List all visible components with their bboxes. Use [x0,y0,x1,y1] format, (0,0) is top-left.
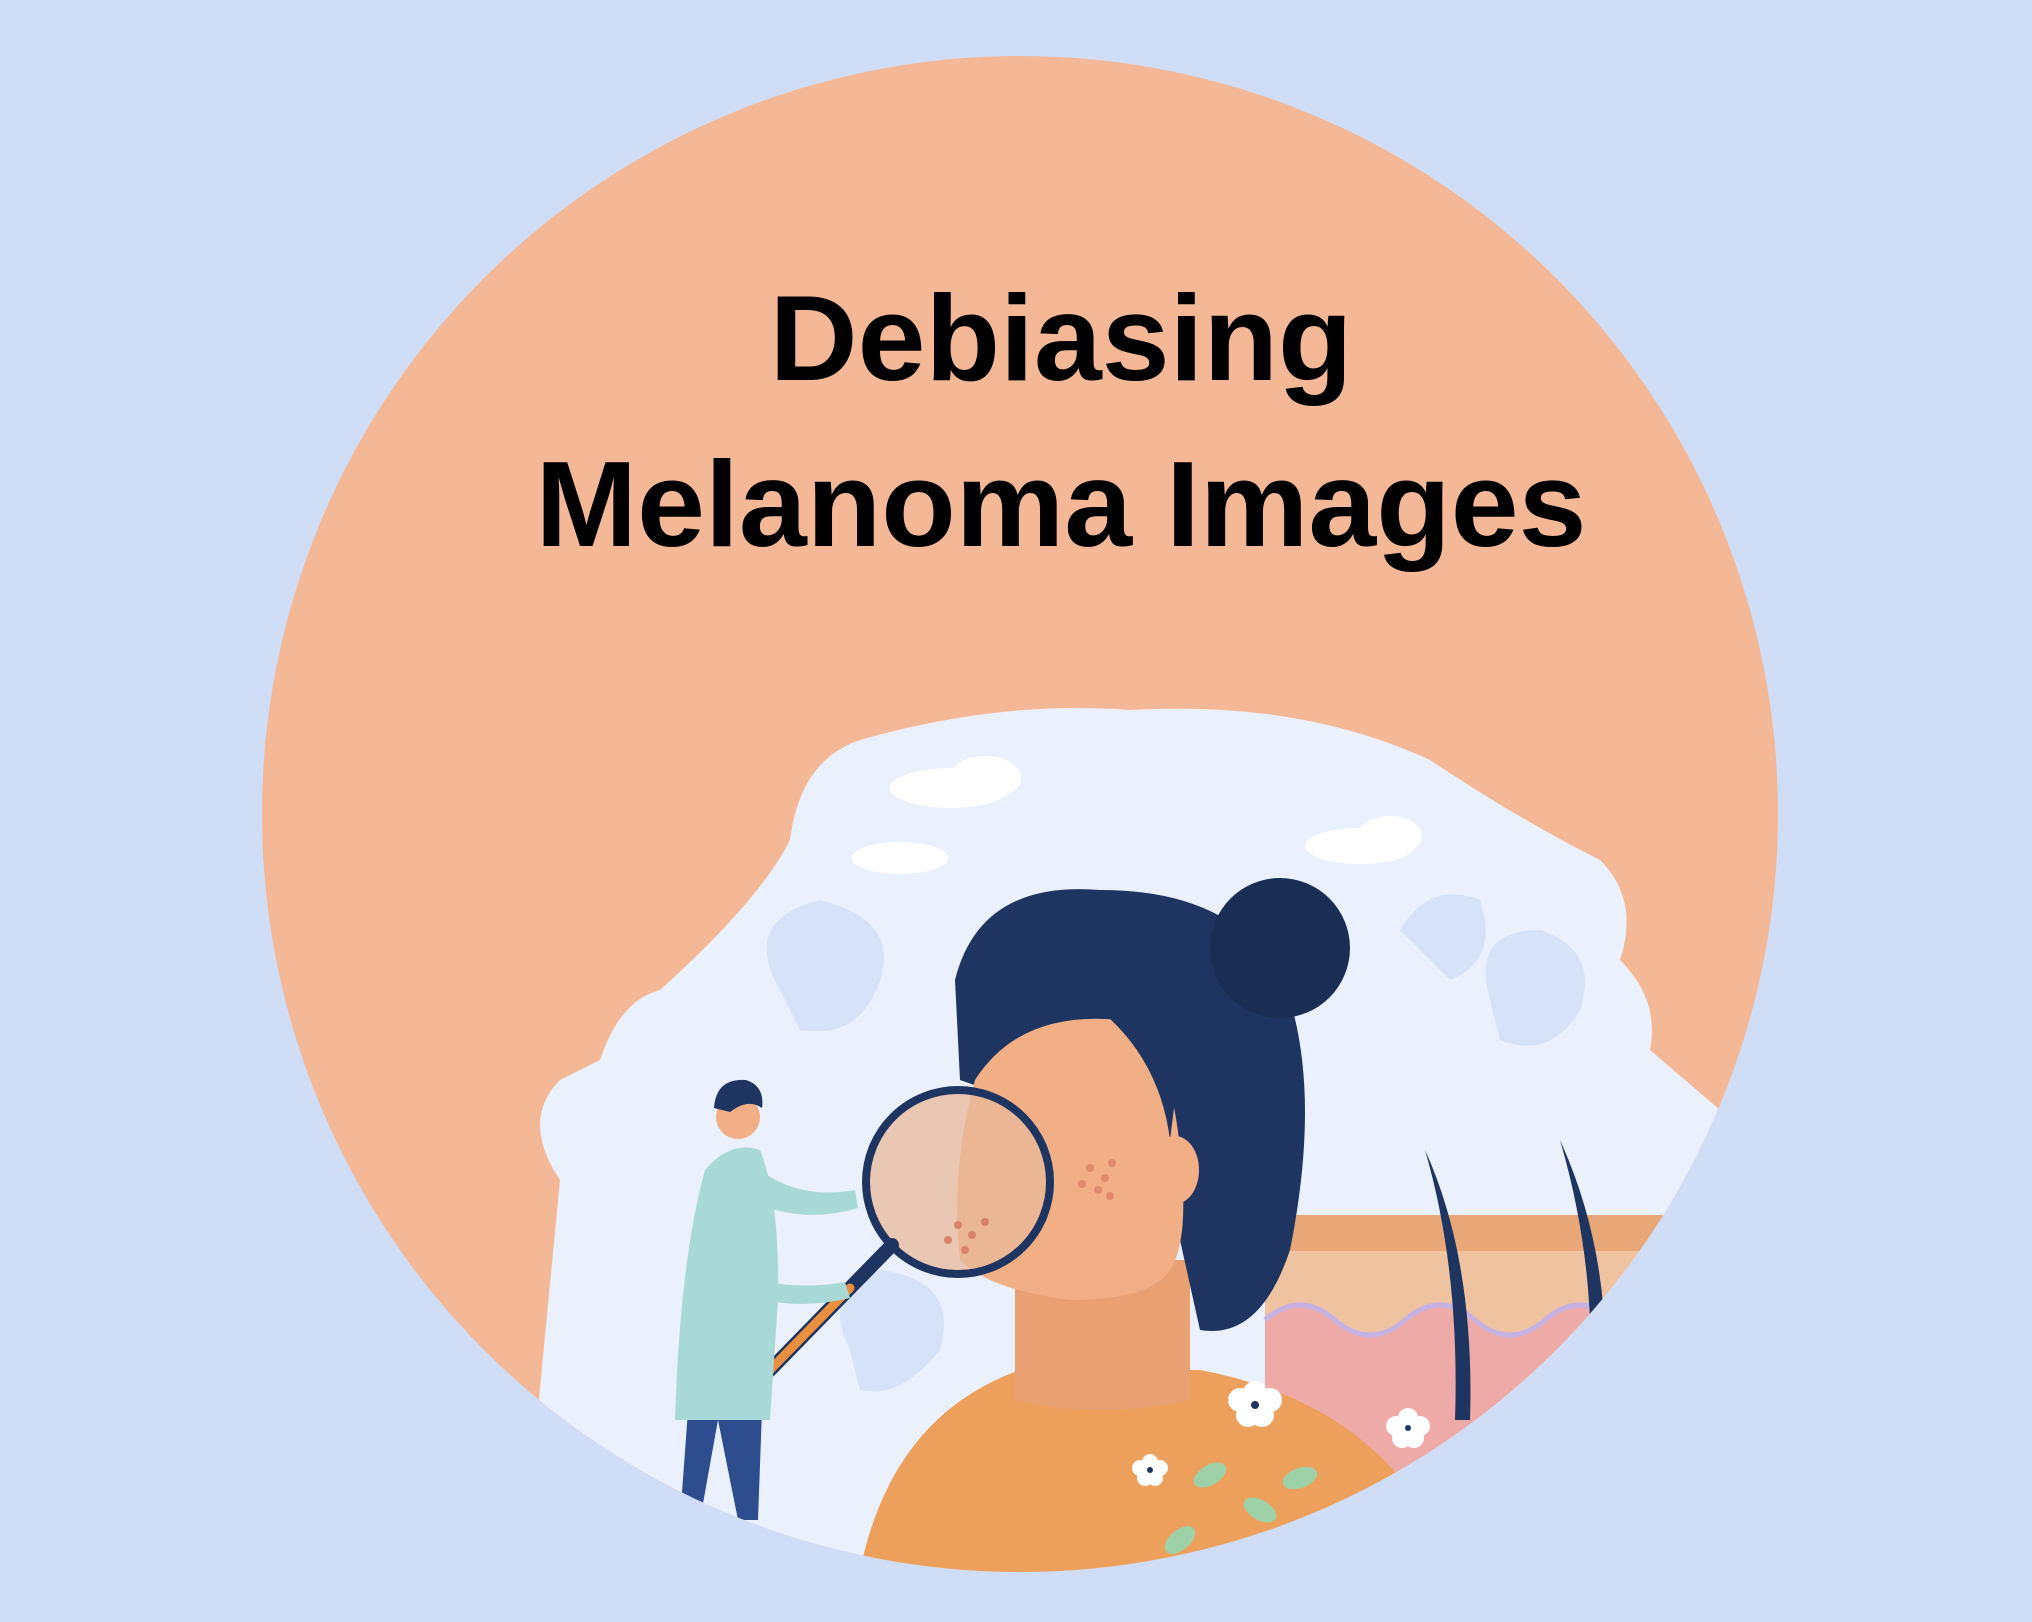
cloud-icon [852,756,1422,874]
leaf-icon [766,894,1585,1392]
magnifier-icon [763,1086,1054,1377]
freckles [1078,1159,1116,1200]
sweater [850,1370,1460,1572]
hair-bun [1210,878,1350,1018]
flower-icon [1132,1381,1430,1554]
doctor-figure [675,1079,858,1520]
